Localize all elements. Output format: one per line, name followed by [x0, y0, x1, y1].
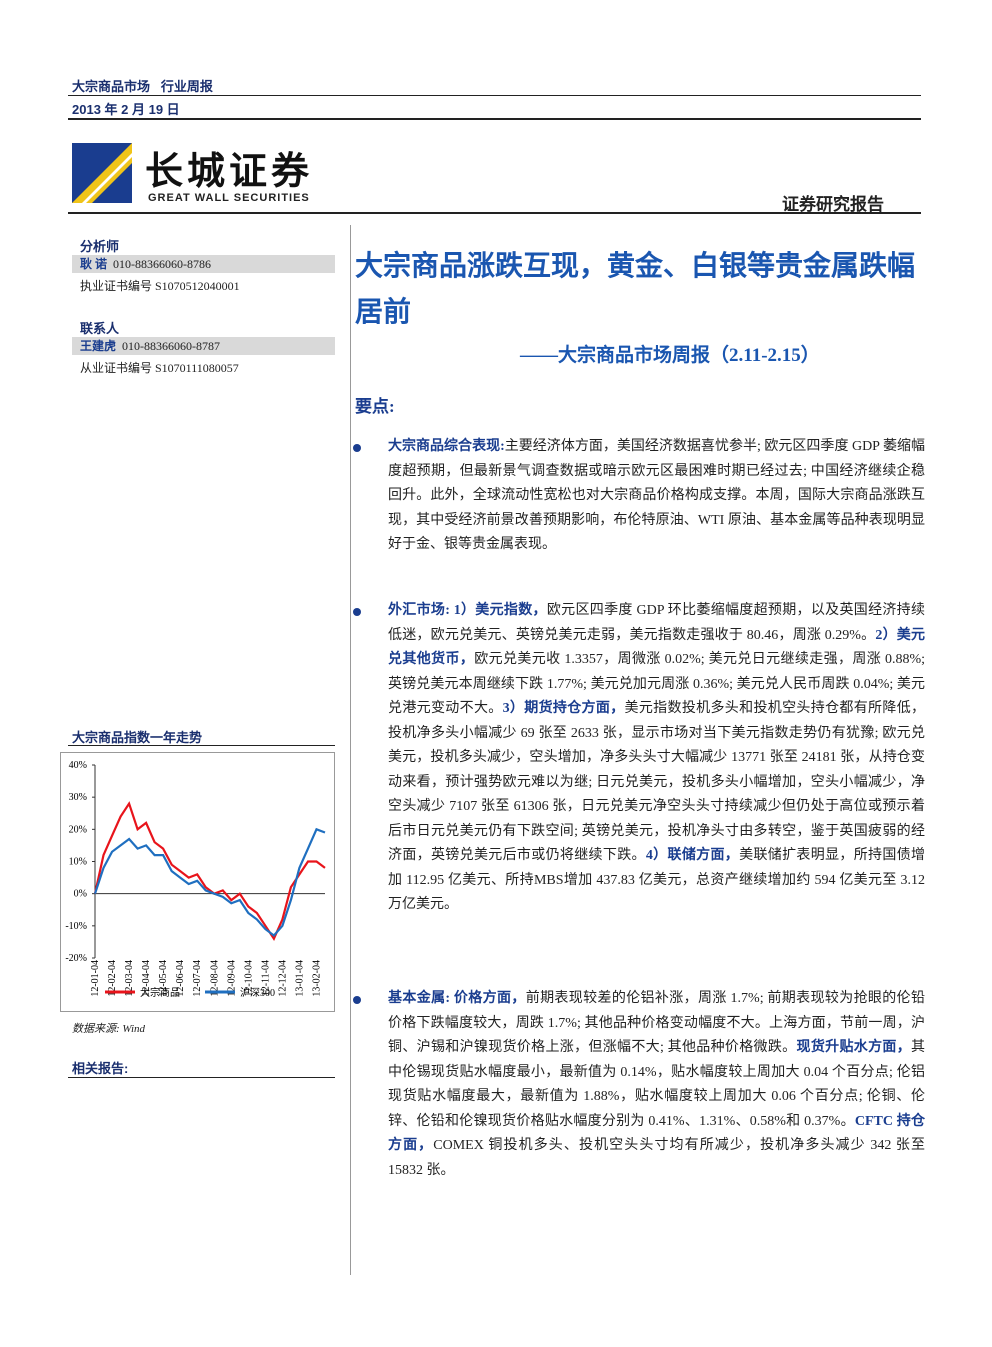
chart-title: 大宗商品指数一年走势 [72, 730, 203, 745]
x-tick-label: 12-08-04 [209, 960, 220, 997]
text-run: 前期表现较差的伦铝补涨，周涨 1.7%; 前期表现较为抢眼的伦铅价格下跌幅度较大… [388, 991, 925, 1055]
logo-en: GREAT WALL SECURITIES [148, 192, 310, 204]
text-run: 美联储扩表明显，所持国债增加 112.95 亿美元、所持MBS增加 437.83… [388, 848, 926, 912]
bold-run: 基本金属: 价格方面， [388, 991, 526, 1006]
contact-heading: 联系人 [80, 321, 120, 336]
series-line [93, 827, 326, 937]
x-tick-label: 12-11-04 [260, 960, 271, 996]
related: 相关报告: [72, 1061, 129, 1076]
series-line [93, 801, 326, 941]
text-run: 欧元区四季度 GDP 环比萎缩幅度超预期，以及英国经济持续低迷，欧元兑美元、英镑… [388, 603, 925, 643]
category: 大宗商品市场 [72, 79, 151, 94]
y-tick-label: 30% [69, 792, 87, 803]
logo-cn: 长城证券 [145, 151, 314, 193]
contact-row: 王建虎 010-88366060-8787 [72, 337, 335, 355]
source: 数据来源: Wind [72, 1023, 146, 1035]
contact-name: 王建虎 [80, 339, 117, 353]
x-tick-label: 13-01-04 [294, 960, 305, 997]
text-run: 主要经济体方面，美国经济数据喜忧参半; 欧元区四季度 GDP 萎缩幅度超预期，但… [388, 439, 925, 552]
bold-run: 2）美元兑其他货币， [388, 627, 926, 668]
x-tick-label: 12-07-04 [192, 960, 203, 997]
bullet-dot [353, 996, 361, 1004]
y-tick-label: 40% [69, 760, 87, 771]
x-tick-label: 12-04-04 [141, 960, 152, 997]
legend-label: 沪深300 [240, 986, 275, 999]
x-tick-label: 12-05-04 [158, 960, 169, 997]
bullet-text: 大宗商品综合表现:主要经济体方面，美国经济数据喜忧参半; 欧元区四季度 GDP … [388, 435, 925, 558]
bold-run: 4）联储方面， [645, 848, 740, 863]
rule [68, 118, 921, 120]
main-title: 大宗商品涨跌互现，黄金、白银等贵金属跌幅居前 [355, 251, 916, 328]
text-run: 欧元兑美元收 1.3357，周微涨 0.02%; 美元兑日元继续走强，周涨 0.… [388, 652, 926, 716]
rule [68, 745, 335, 746]
bold-run: 大宗商品综合表现: [388, 439, 505, 454]
x-tick-label: 12-03-04 [124, 960, 135, 997]
bullet-text: 外汇市场: 1）美元指数，欧元区四季度 GDP 环比萎缩幅度超预期，以及英国经济… [388, 599, 925, 918]
text-run: 其中伦锡现货贴水幅度最小，最新值为 0.14%，贴水幅度较上周加大 0.04 个… [388, 1040, 926, 1129]
rule [68, 95, 921, 96]
report-label: 证券研究报告 [782, 195, 884, 214]
report-type: 行业周报 [160, 79, 213, 94]
x-tick-label: 12-12-04 [277, 960, 288, 997]
subtitle: ——大宗商品市场周报（2.11-2.15） [520, 345, 820, 366]
bold-run: 现货升贴水方面， [796, 1040, 912, 1055]
y-tick-label: 0% [74, 889, 87, 900]
header-category: 大宗商品市场 行业周报 [72, 76, 213, 95]
y-tick-label: -20% [65, 953, 87, 964]
key-points-heading: 要点: [355, 397, 395, 416]
legend-label: 大宗商品 [140, 986, 180, 999]
analyst-cert: 执业证书编号 S1070512040001 [80, 279, 240, 293]
chart-frame [60, 752, 335, 1012]
x-tick-label: 12-02-04 [107, 960, 118, 997]
analyst-phone: 010-88366060-8786 [113, 257, 212, 271]
rule [68, 212, 921, 214]
analyst-row: 耿 诺 010-88366060-8786 [72, 255, 335, 273]
analyst-name: 耿 诺 [80, 257, 108, 271]
bullet-text: 基本金属: 价格方面，前期表现较差的伦铝补涨，周涨 1.7%; 前期表现较为抢眼… [388, 987, 925, 1183]
contact-cert: 从业证书编号 S1070111080057 [80, 361, 239, 375]
x-tick-label: 12-09-04 [226, 960, 237, 997]
y-tick-label: 10% [69, 857, 87, 868]
y-tick-label: 20% [69, 824, 87, 835]
text-run: 美元指数投机多头和投机空头持仓都有所降低，投机净多头小幅减少 69 张至 263… [388, 701, 926, 863]
text-run: COMEX 铜投机多头、投机空头头寸均有所减少，投机净多头减少 342 张至 1… [388, 1138, 926, 1178]
rule [68, 1077, 335, 1078]
contact-phone: 010-88366060-8787 [122, 339, 221, 353]
y-tick-label: -10% [65, 921, 87, 932]
x-tick-label: 12-10-04 [243, 960, 254, 997]
x-tick-label: 13-02-04 [311, 960, 322, 997]
date: 2013 年 2 月 19 日 [72, 102, 180, 117]
bold-run: 3）期货持仓方面， [502, 701, 625, 716]
bold-run: 外汇市场: 1）美元指数， [388, 603, 547, 618]
logo-mark [72, 143, 132, 203]
analyst-heading: 分析师 [80, 239, 120, 254]
divider [350, 225, 351, 1275]
x-tick-label: 12-01-04 [90, 960, 101, 997]
x-tick-label: 12-06-04 [175, 960, 186, 997]
bold-run: CFTC 持仓方面， [388, 1113, 925, 1154]
chart: 40% 30% 20% 10% 0% -10% -20%12-01-04 12-02-04 12… [60, 752, 335, 1012]
bullet-dot [353, 444, 361, 452]
bullet-dot [353, 608, 361, 616]
